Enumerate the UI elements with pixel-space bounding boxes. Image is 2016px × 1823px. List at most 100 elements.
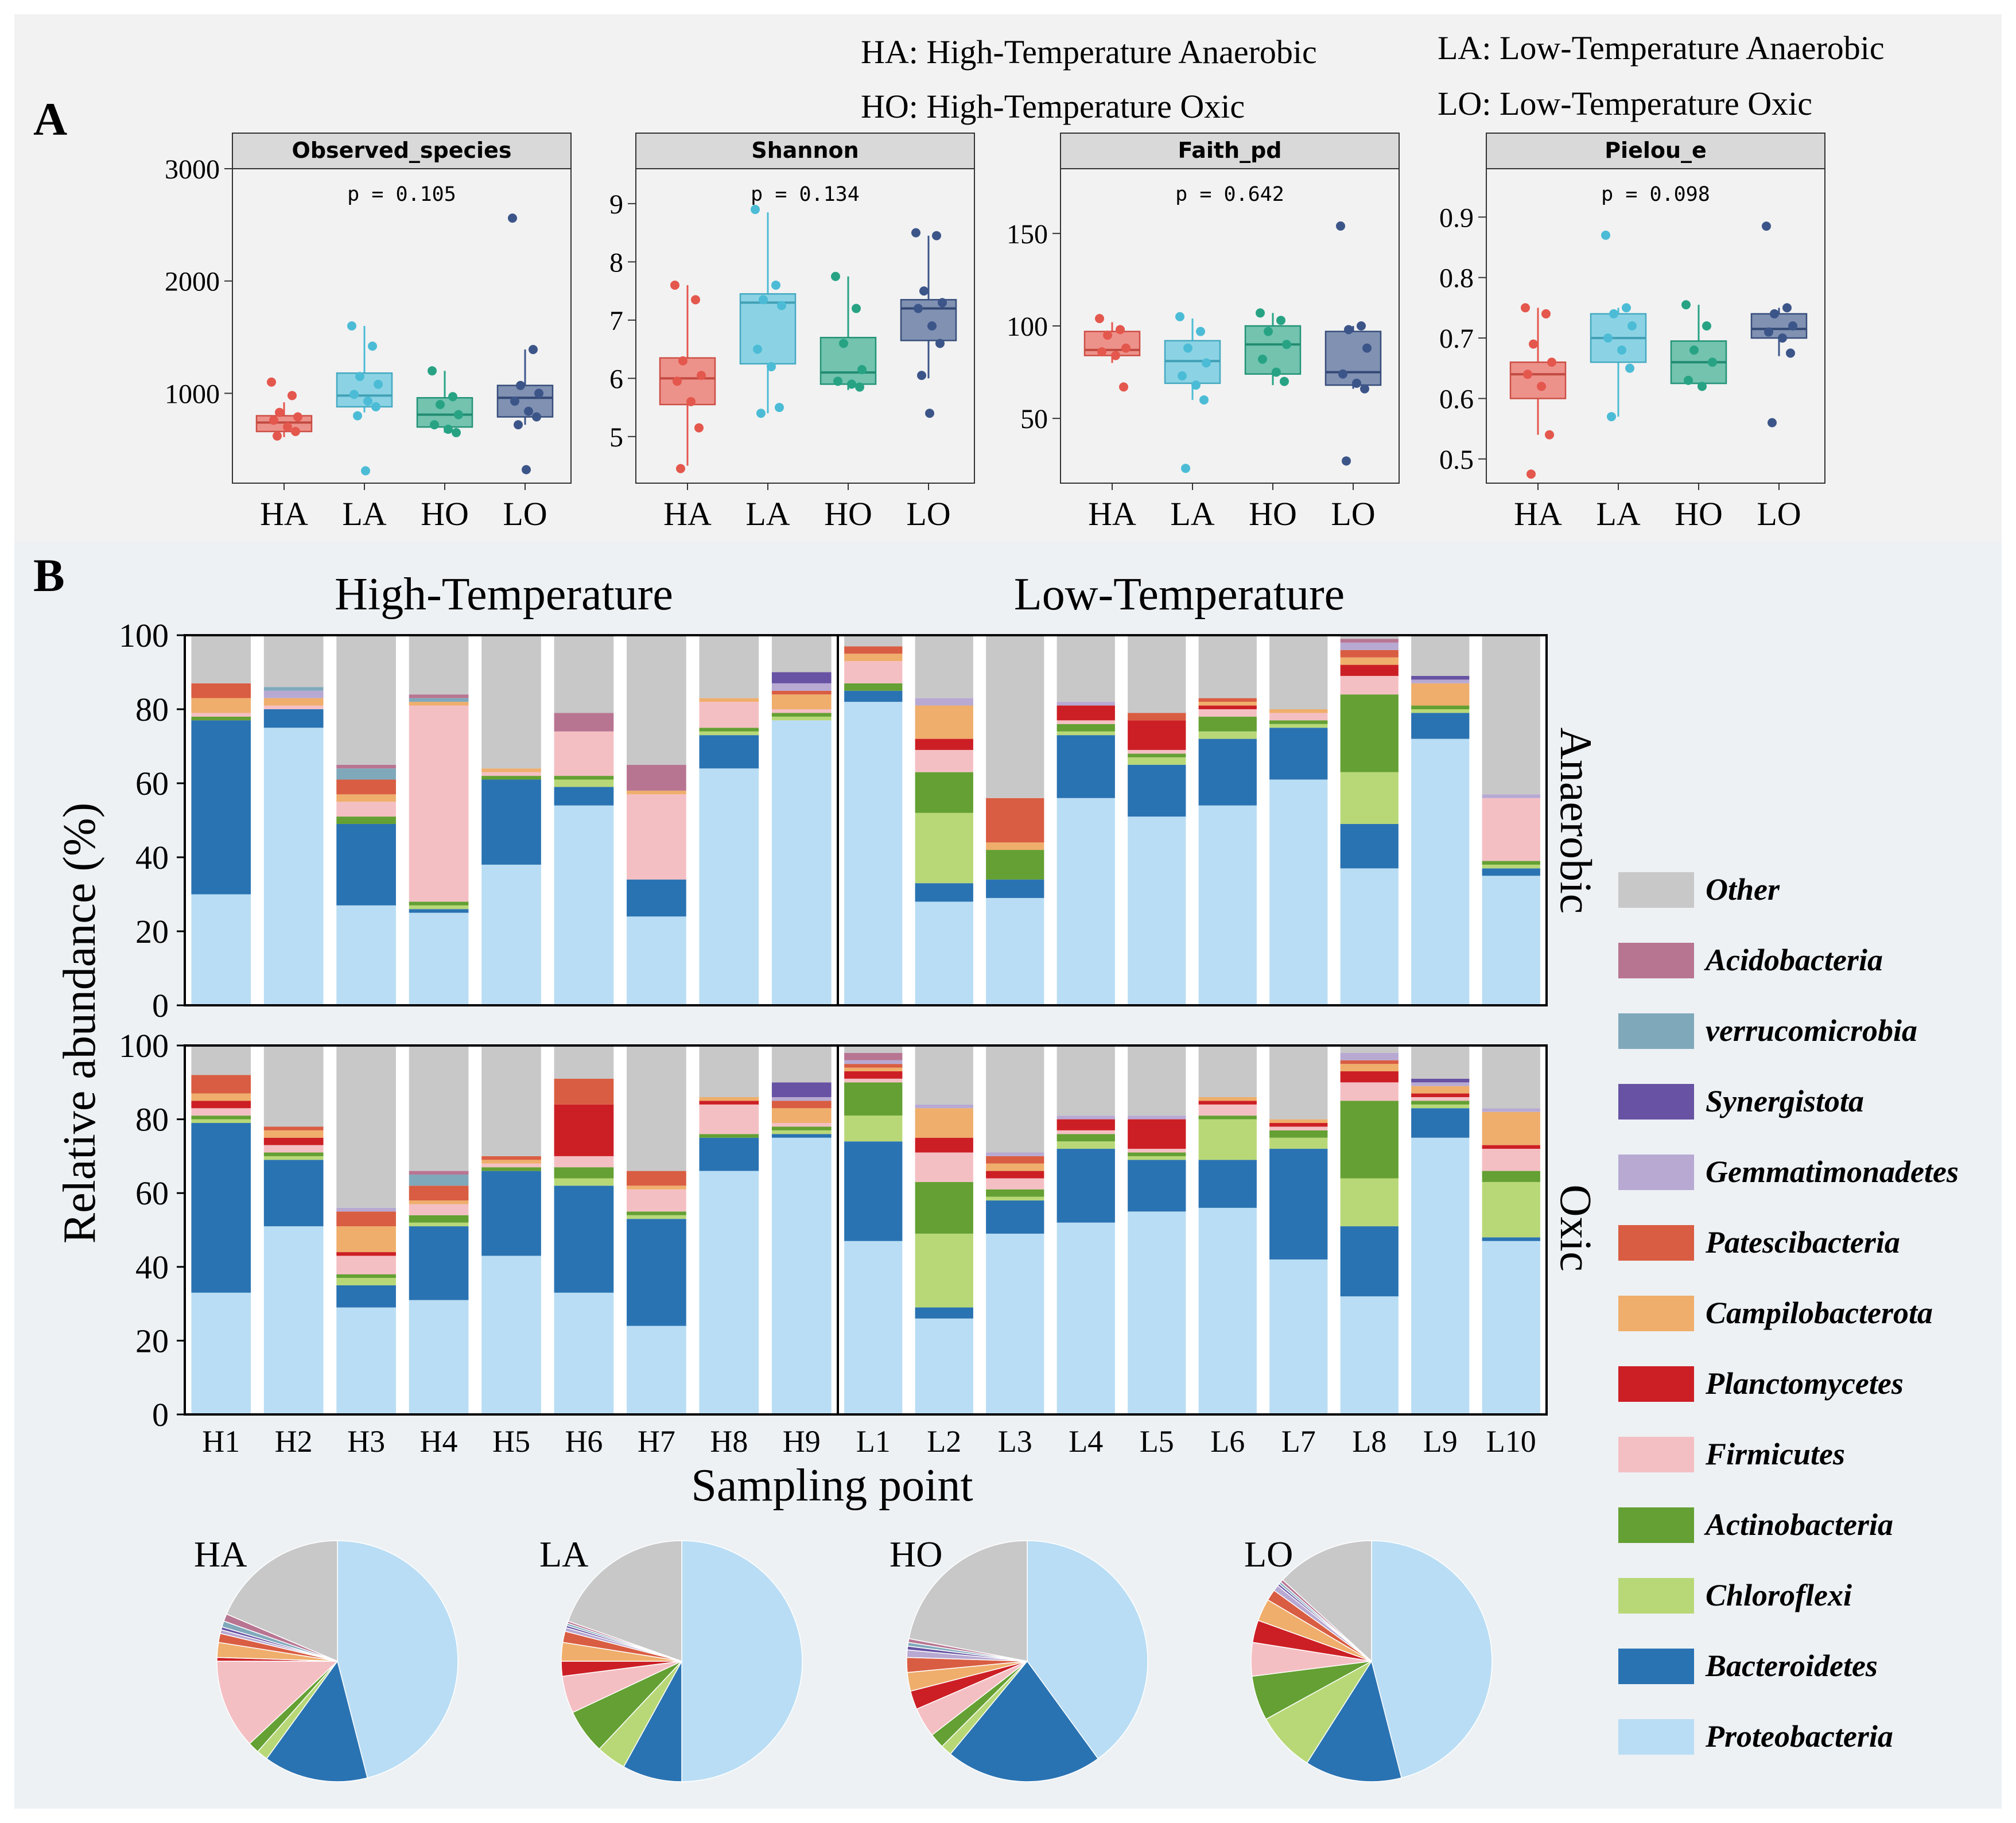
data-point <box>283 422 292 432</box>
bar-segment-chloroflexi <box>554 779 614 787</box>
bar-segment-gemmatimonadetes <box>336 1207 396 1212</box>
bar-segment-actinobacteria <box>1056 724 1115 732</box>
data-point <box>534 388 543 398</box>
legend-label: Actinobacteria <box>1704 1507 1893 1542</box>
bar-segment-firmicutes <box>481 772 541 776</box>
bar-segment-proteobacteria <box>336 1307 396 1414</box>
legend-item-other: Other <box>1618 872 1780 908</box>
y-tick-label: 80 <box>135 691 169 728</box>
bar-segment-proteobacteria <box>844 702 903 1005</box>
bar-segment-proteobacteria <box>1056 1222 1115 1414</box>
bar-segment-actinobacteria <box>1128 753 1186 757</box>
bar-segment-bacteroidetes <box>844 690 903 702</box>
pie-slice-other <box>226 1540 338 1662</box>
bar-segment-actinobacteria <box>1340 694 1399 772</box>
bar-segment-campilobacterota <box>986 842 1044 850</box>
data-point <box>353 411 362 421</box>
stacked-bar-l7 <box>1269 1045 1328 1414</box>
box-iqr <box>1509 361 1567 399</box>
bar-segment-campilobacterota <box>263 1130 324 1138</box>
pie-slice-proteobacteria <box>337 1540 459 1779</box>
y-tick-label: 100 <box>119 1027 169 1064</box>
legend-label: Proteobacteria <box>1705 1719 1893 1754</box>
y-tick-label: 0.5 <box>1439 445 1474 475</box>
stacked-bar-l6 <box>1198 1045 1257 1414</box>
bar-segment-bacteroidetes <box>1198 1160 1257 1208</box>
pie-slice-chloroflexi <box>1265 1661 1372 1764</box>
x-tick-label: H9 <box>783 1424 821 1459</box>
bar-segment-gemmatimonadetes <box>1056 702 1115 706</box>
bar-segment-proteobacteria <box>1482 1241 1540 1414</box>
bar-segment-chloroflexi <box>844 1115 903 1142</box>
bar-segment-chloroflexi <box>771 1130 832 1134</box>
box-ha <box>255 377 313 441</box>
pie-slice-bacteroidetes <box>266 1660 368 1782</box>
x-tick-label: H6 <box>565 1424 603 1459</box>
bar-segment-bacteroidetes <box>554 1185 614 1293</box>
pie-slice-other <box>1282 1540 1372 1662</box>
bar-segment-proteobacteria <box>409 1300 469 1414</box>
bar-segment-firmicutes <box>263 1145 324 1153</box>
bar-segment-chloroflexi <box>627 1215 686 1219</box>
bar-segment-bacteroidetes <box>1056 735 1115 798</box>
bar-segment-proteobacteria <box>1340 1296 1399 1414</box>
bar-segment-chloroflexi <box>191 1119 251 1124</box>
stacked-bar-h9 <box>771 1045 832 1414</box>
bar-segment-planctomycetes <box>844 1071 903 1079</box>
x-tick-label: HA <box>663 495 712 532</box>
bar-segment-bacteroidetes <box>699 735 759 769</box>
data-point <box>374 379 383 389</box>
bar-segment-acidobacteria <box>336 764 396 769</box>
stacked-bar-l2 <box>915 635 973 1005</box>
bar-segment-planctomycetes <box>1269 1123 1328 1127</box>
x-tick-label: H4 <box>420 1424 458 1459</box>
bar-segment-firmicutes <box>1411 1097 1470 1101</box>
stacked-bar-l1 <box>844 635 903 1005</box>
x-tick-label: LA <box>745 495 790 532</box>
bar-segment-firmicutes <box>263 705 324 709</box>
x-tick-label: H3 <box>347 1424 385 1459</box>
bar-segment-planctomycetes <box>1340 1071 1399 1083</box>
bar-segment-other <box>1340 635 1399 639</box>
bar-segment-proteobacteria <box>1269 1259 1328 1414</box>
x-tick-label: L5 <box>1140 1424 1174 1459</box>
bar-segment-bacteroidetes <box>1411 713 1470 739</box>
data-point <box>522 465 531 475</box>
bar-segment-patescibacteria <box>336 779 396 795</box>
y-tick-label: 40 <box>135 839 169 876</box>
y-tick-label: 150 <box>1007 219 1048 250</box>
bar-segment-firmicutes <box>1340 675 1399 695</box>
bar-segment-actinobacteria <box>915 772 973 813</box>
data-point <box>524 406 533 416</box>
bar-segment-acidobacteria <box>627 764 686 791</box>
bar-segment-proteobacteria <box>409 912 469 1005</box>
legend-label: Patescibacteria <box>1705 1225 1900 1260</box>
bar-segment-other <box>554 635 614 713</box>
stacked-bar-h8 <box>699 635 759 1005</box>
bar-segment-other <box>481 1045 541 1156</box>
bar-segment-firmicutes <box>1128 749 1186 754</box>
data-point <box>291 426 300 436</box>
bar-segment-bacteroidetes <box>481 779 541 865</box>
data-point <box>751 205 760 215</box>
bar-segment-campilobacterota <box>481 1160 541 1164</box>
bar-segment-firmicutes <box>1340 1082 1399 1101</box>
bar-segment-campilobacterota <box>986 1163 1044 1171</box>
legend-label: Acidobacteria <box>1704 943 1883 977</box>
legend-item-actinobacteria: Actinobacteria <box>1618 1507 1893 1543</box>
bar-segment-bacteroidetes <box>627 1219 686 1326</box>
bar-segment-proteobacteria <box>554 1292 614 1414</box>
bar-segment-other <box>699 1045 759 1098</box>
data-point <box>293 412 302 422</box>
y-tick-label: 80 <box>135 1101 169 1138</box>
stacked-bar-l3 <box>986 635 1044 1005</box>
legend-swatch <box>1618 1437 1694 1472</box>
legend-label: Bacteroidetes <box>1705 1649 1878 1683</box>
bar-segment-synergistota <box>1411 675 1470 680</box>
box-ha <box>1083 314 1141 392</box>
data-point <box>855 382 864 392</box>
bar-segment-proteobacteria <box>481 864 541 1005</box>
box-lo <box>1750 221 1808 427</box>
data-point <box>349 390 359 399</box>
